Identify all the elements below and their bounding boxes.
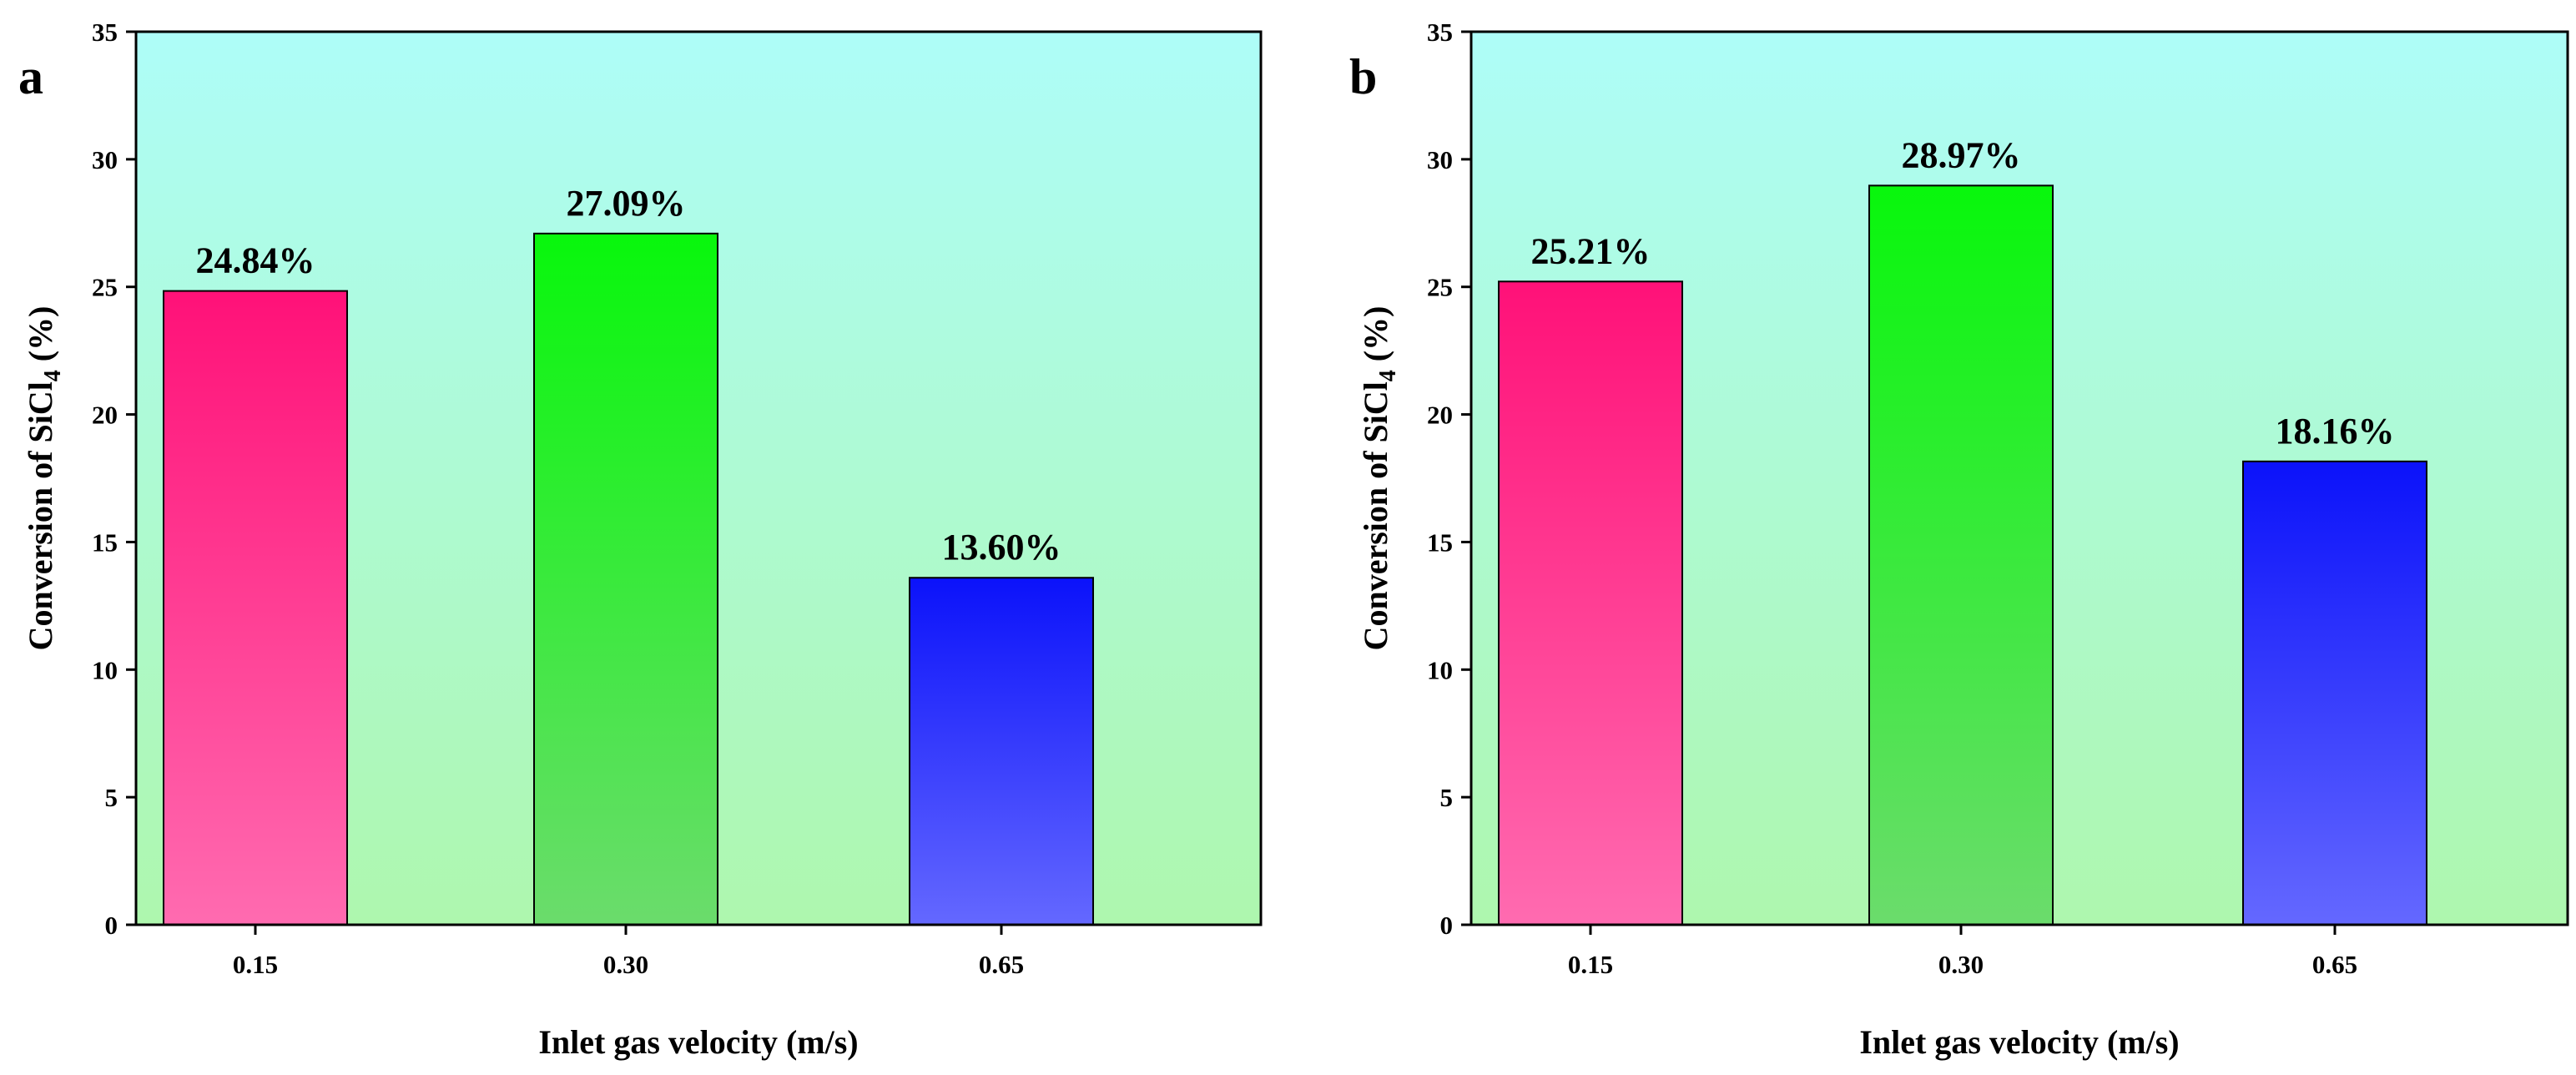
x-tick-label: 0.65 [979,950,1024,979]
data-label-0.15: 25.21% [1531,230,1651,271]
x-tick-label: 0.30 [1938,950,1984,979]
y-tick-label: 35 [1427,18,1453,47]
data-label-0.15: 24.84% [196,240,315,281]
y-tick-label: 10 [92,655,118,684]
y-axis-title-main: Conversion of SiCl [1357,381,1394,650]
axes-frame [134,30,1263,926]
panel-label: b [1349,49,1377,104]
y-axis-title-unit: (%) [1357,306,1394,371]
y-tick-label: 10 [1427,655,1453,684]
bar-0.30 [533,232,718,926]
data-label-0.65: 18.16% [2276,411,2395,452]
data-label-0.30: 27.09% [567,183,686,224]
chart-panel-a: 24.84% 27.09% 13.60% 0 5 10 15 20 25 30 35 0.15 0.30… [18,18,1263,1061]
y-tick-label: 5 [105,783,118,812]
x-tick-label: 0.15 [1568,950,1613,979]
chart-panel-b: 25.21% 28.97% 18.16% 0 5 10 15 20 25 30 35 0.15 0.30… [1349,18,2569,1061]
y-tick-label: 35 [92,18,118,47]
x-tick-label: 0.65 [2312,950,2357,979]
y-axis-title-subscript: 4 [1375,370,1401,381]
data-label-0.65: 13.60% [942,527,1061,568]
x-tick-label: 0.15 [233,950,278,979]
y-tick-label: 15 [92,527,118,557]
bar-0.15 [163,290,348,926]
bar-0.65 [909,577,1094,926]
y-tick-label: 25 [92,273,118,302]
x-tick-label: 0.30 [603,950,648,979]
y-tick-label: 0 [105,911,118,940]
y-axis-title: Conversion of SiCl4 (%) [22,306,66,651]
y-tick-label: 30 [1427,145,1453,174]
y-axis-title-main: Conversion of SiCl [22,381,59,650]
bar-0.15 [1498,280,1683,926]
y-tick-label: 5 [1440,783,1454,812]
y-tick-label: 0 [1440,911,1454,940]
y-tick-label: 20 [92,401,118,430]
y-axis-title-unit: (%) [22,306,59,371]
y-tick-label: 15 [1427,527,1453,557]
bar-0.30 [1868,184,2054,926]
y-tick-label: 30 [92,145,118,174]
bar-0.65 [2242,460,2427,926]
data-label-0.30: 28.97% [1902,134,2021,175]
y-axis-title: Conversion of SiCl4 (%) [1357,306,1401,651]
axes-frame [1469,30,2569,926]
panel-label: a [18,49,43,104]
x-axis-title: Inlet gas velocity (m/s) [1859,1023,2179,1061]
y-axis-title-subscript: 4 [40,370,66,381]
y-tick-label: 20 [1427,401,1453,430]
x-axis-title: Inlet gas velocity (m/s) [538,1023,858,1061]
y-tick-label: 25 [1427,273,1453,302]
